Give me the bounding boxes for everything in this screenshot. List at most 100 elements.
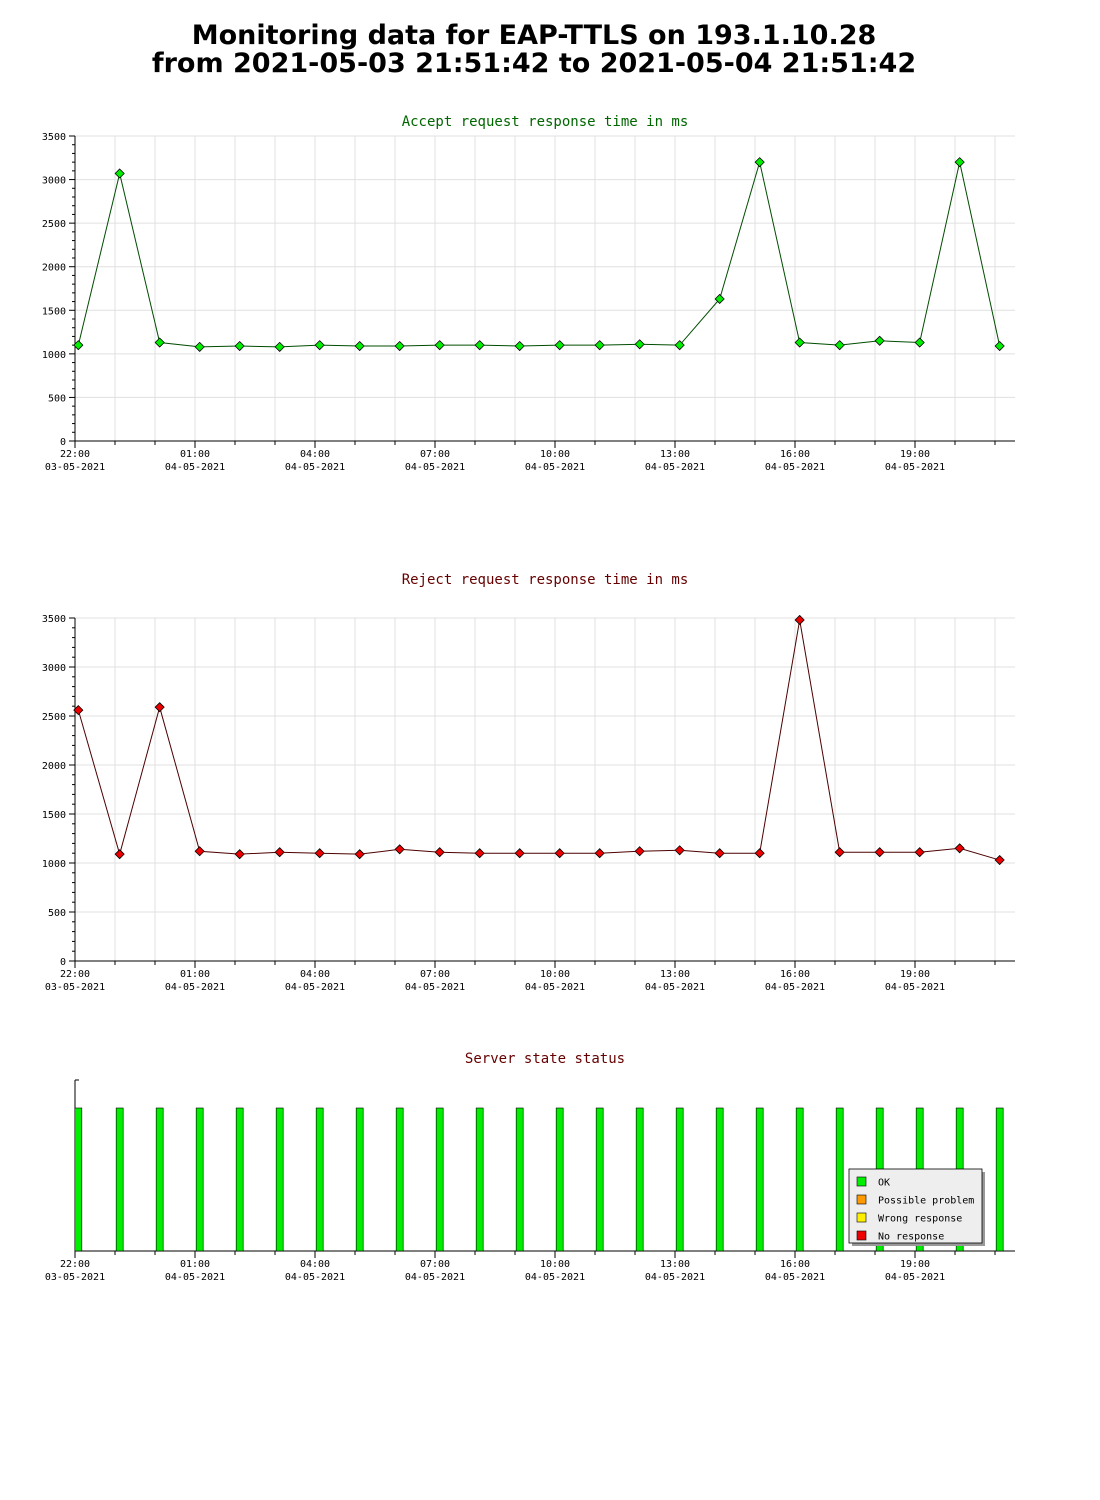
x-tick-time-label: 22:00 [60, 449, 90, 460]
x-tick-date-label: 04-05-2021 [645, 1272, 705, 1283]
data-point [954, 157, 965, 168]
data-point [834, 340, 845, 351]
y-tick-label: 2500 [42, 712, 66, 723]
data-point [114, 849, 125, 860]
data-point [794, 614, 805, 626]
data-point [754, 848, 765, 859]
x-tick-time-label: 07:00 [420, 449, 450, 460]
x-tick-time-label: 04:00 [300, 1259, 330, 1270]
y-tick-label: 0 [60, 957, 66, 968]
data-point [834, 847, 845, 858]
data-point [674, 340, 685, 351]
series-line [77, 162, 1001, 348]
legend-swatch [856, 1230, 867, 1241]
data-point [114, 168, 125, 179]
legend-swatch [856, 1212, 867, 1223]
page-title: Monitoring data for EAP-TTLS on 193.1.10… [0, 22, 1068, 78]
y-tick-label: 500 [48, 908, 66, 919]
data-point [954, 843, 965, 854]
x-tick-time-label: 01:00 [180, 1259, 210, 1270]
x-tick-date-label: 04-05-2021 [405, 982, 465, 993]
chart-title: Reject request response time in ms [402, 572, 689, 588]
y-tick-label: 500 [48, 393, 66, 404]
data-point [874, 335, 885, 346]
data-point [874, 847, 885, 858]
x-tick-time-label: 16:00 [780, 1259, 810, 1270]
x-tick-time-label: 16:00 [780, 449, 810, 460]
status-bar [755, 1107, 764, 1252]
status-bar [515, 1107, 524, 1252]
data-point [794, 337, 805, 348]
legend-swatch [856, 1176, 867, 1187]
y-tick-label: 2500 [42, 219, 66, 230]
data-point [914, 337, 925, 348]
data-point [154, 337, 165, 348]
y-tick-label: 3000 [42, 176, 66, 187]
data-point [234, 340, 245, 352]
y-tick-label: 1000 [42, 859, 66, 870]
x-tick-time-label: 04:00 [300, 969, 330, 980]
legend-swatch [856, 1194, 867, 1205]
data-point [314, 340, 325, 351]
status-bar [195, 1107, 204, 1252]
data-point [514, 340, 525, 352]
status-bar [995, 1107, 1004, 1252]
x-tick-time-label: 01:00 [180, 969, 210, 980]
data-point [73, 705, 84, 716]
x-tick-time-label: 16:00 [780, 969, 810, 980]
data-point [194, 846, 205, 857]
x-tick-time-label: 19:00 [900, 449, 930, 460]
data-point [634, 339, 645, 350]
x-tick-time-label: 10:00 [540, 449, 570, 460]
x-tick-time-label: 01:00 [180, 449, 210, 460]
y-tick-label: 1500 [42, 306, 66, 317]
y-tick-label: 3500 [42, 614, 66, 625]
x-tick-time-label: 22:00 [60, 969, 90, 980]
x-tick-date-label: 04-05-2021 [165, 1272, 225, 1283]
status-bar [475, 1107, 484, 1252]
status-bar [435, 1107, 444, 1252]
y-tick-label: 2000 [42, 263, 66, 274]
x-tick-time-label: 10:00 [540, 1259, 570, 1270]
data-point [674, 845, 685, 856]
x-tick-date-label: 04-05-2021 [765, 1272, 825, 1283]
page-title-line2: from 2021-05-03 21:51:42 to 2021-05-04 2… [151, 48, 917, 79]
x-tick-date-label: 04-05-2021 [165, 462, 225, 473]
legend-label: Possible problem [878, 1196, 974, 1207]
server-status-chart: Server state status 22:00 03-05-2021 01:00 0… [45, 1051, 1015, 1283]
x-tick-date-label: 04-05-2021 [285, 462, 345, 473]
x-tick-date-label: 04-05-2021 [525, 1272, 585, 1283]
data-point [314, 848, 325, 859]
legend: OK Possible problem Wrong response No respo… [848, 1168, 985, 1246]
x-tick-time-label: 19:00 [900, 969, 930, 980]
y-tick-label: 1000 [42, 350, 66, 361]
page-title-line1: Monitoring data for EAP-TTLS on 193.1.10… [191, 20, 877, 51]
status-bar [355, 1107, 364, 1252]
data-point [754, 157, 765, 168]
data-point [634, 846, 645, 857]
status-bar [115, 1107, 124, 1252]
x-tick-date-label: 04-05-2021 [525, 462, 585, 473]
status-bar [275, 1107, 284, 1252]
x-tick-date-label: 04-05-2021 [405, 462, 465, 473]
x-tick-time-label: 13:00 [660, 1259, 690, 1270]
status-bar [395, 1107, 404, 1252]
data-point [554, 848, 565, 859]
data-point [474, 340, 485, 351]
status-bar [555, 1107, 564, 1252]
x-tick-date-label: 03-05-2021 [45, 1272, 105, 1283]
x-tick-date-label: 04-05-2021 [285, 1272, 345, 1283]
data-point [154, 702, 165, 713]
data-point [394, 844, 405, 855]
chart-title: Server state status [465, 1051, 625, 1067]
status-bar [715, 1107, 724, 1252]
x-tick-date-label: 04-05-2021 [405, 1272, 465, 1283]
status-bar [155, 1107, 164, 1252]
data-point [274, 847, 285, 858]
data-point [914, 847, 925, 858]
data-point [714, 848, 725, 859]
x-tick-date-label: 03-05-2021 [45, 982, 105, 993]
data-point [594, 340, 605, 351]
x-tick-date-label: 04-05-2021 [645, 462, 705, 473]
y-tick-label: 0 [60, 437, 66, 448]
